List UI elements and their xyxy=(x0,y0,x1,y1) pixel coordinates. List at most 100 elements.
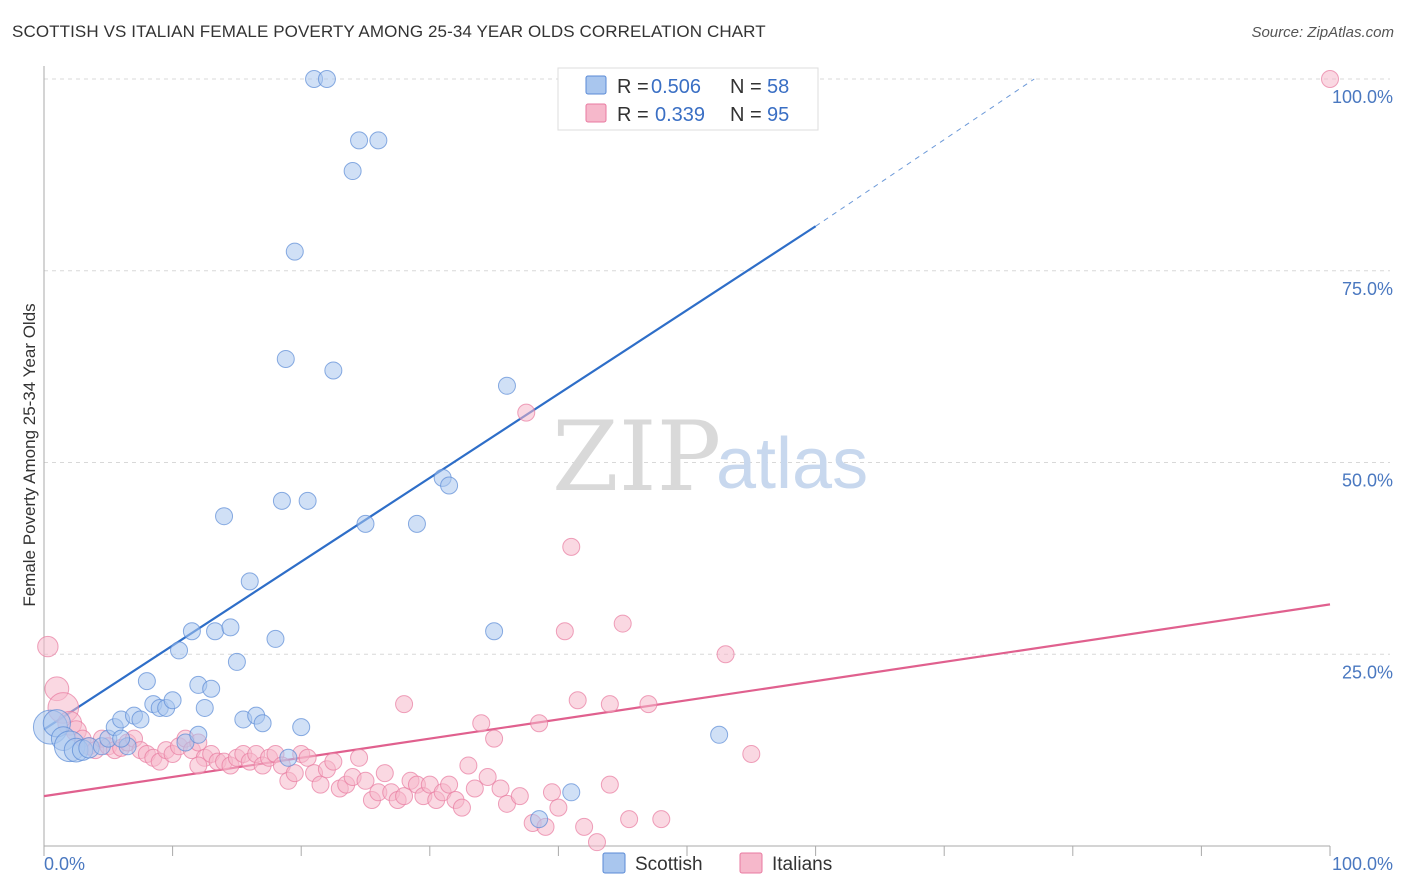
legend-r-label-italians: R = xyxy=(617,104,649,126)
point-scottish-38 xyxy=(298,491,317,510)
point-scottish-37 xyxy=(292,718,311,737)
legend-n-label-scottish: N = xyxy=(730,76,762,98)
point-italians-79 xyxy=(562,537,581,556)
point-italians-93 xyxy=(395,695,414,714)
chart-title: SCOTTISH VS ITALIAN FEMALE POVERTY AMONG… xyxy=(12,22,766,41)
point-scottish-18 xyxy=(163,691,182,710)
grid-lines xyxy=(44,78,1390,655)
point-scottish-57 xyxy=(112,729,131,748)
point-scottish-50 xyxy=(497,376,516,395)
point-italians-38 xyxy=(285,764,304,783)
point-scottish-25 xyxy=(206,622,225,641)
point-italians-75 xyxy=(530,714,549,733)
point-scottish-28 xyxy=(227,652,246,671)
point-italians-81 xyxy=(568,691,587,710)
point-scottish-30 xyxy=(240,572,259,591)
point-scottish-45 xyxy=(369,131,388,150)
point-italians-48 xyxy=(350,748,369,767)
y-tick-label-100: 100.0% xyxy=(1332,87,1393,107)
point-italians-94 xyxy=(600,695,619,714)
y-tick-label-25: 25.0% xyxy=(1342,662,1393,682)
point-italians-91 xyxy=(1321,70,1339,88)
legend-n-value-italians: 95 xyxy=(767,104,789,126)
point-scottish-26 xyxy=(215,507,234,526)
y-tick-labels: 25.0% 50.0% 75.0% 100.0% xyxy=(1332,87,1393,682)
point-italians-78 xyxy=(549,798,568,817)
point-scottish-55 xyxy=(276,349,295,368)
point-italians-70 xyxy=(491,779,510,798)
point-scottish-48 xyxy=(440,476,459,495)
point-italians-82 xyxy=(575,817,594,836)
legend-r-value-scottish: 0.506 xyxy=(651,76,701,98)
point-italians-89 xyxy=(716,645,735,664)
bottom-legend: Scottish Italians xyxy=(602,852,832,875)
point-italians-0 xyxy=(37,635,59,658)
legend-n-value-scottish: 58 xyxy=(767,76,789,98)
point-italians-88 xyxy=(652,810,671,829)
x-tick-label-max: 100.0% xyxy=(1332,854,1393,874)
point-scottish-41 xyxy=(324,361,343,380)
point-italians-52 xyxy=(375,764,394,783)
point-scottish-21 xyxy=(182,622,201,641)
point-scottish-52 xyxy=(562,783,581,802)
trend-line-scottish-extension xyxy=(815,78,1035,227)
legend-swatch-scottish xyxy=(585,75,607,95)
point-italians-55 xyxy=(395,787,414,806)
point-italians-69 xyxy=(485,729,504,748)
x-tick-labels: 0.0% 100.0% xyxy=(44,854,1393,874)
y-tick-label-50: 50.0% xyxy=(1342,471,1393,491)
point-italians-86 xyxy=(620,810,639,829)
watermark: ZIP atlas xyxy=(552,401,868,513)
point-scottish-33 xyxy=(266,629,285,648)
legend-swatch-italians xyxy=(585,103,607,123)
watermark-atlas: atlas xyxy=(716,424,868,504)
bottom-legend-swatch-scottish xyxy=(602,852,626,874)
watermark-zip: ZIP xyxy=(552,401,721,513)
point-scottish-35 xyxy=(279,748,298,767)
point-italians-83 xyxy=(587,833,606,852)
bottom-legend-label-scottish: Scottish xyxy=(635,854,703,875)
point-scottish-27 xyxy=(221,618,240,637)
point-italians-77 xyxy=(542,783,561,802)
point-italians-42 xyxy=(311,775,330,794)
point-italians-64 xyxy=(452,798,471,817)
series-scottish xyxy=(32,70,729,829)
point-italians-40 xyxy=(298,748,317,767)
point-scottish-54 xyxy=(710,725,729,744)
point-scottish-14 xyxy=(137,672,156,691)
point-scottish-56 xyxy=(189,725,208,744)
point-italians-90 xyxy=(742,744,761,763)
point-italians-66 xyxy=(465,779,484,798)
point-scottish-44 xyxy=(356,514,375,533)
point-scottish-23 xyxy=(195,698,214,717)
point-italians-49 xyxy=(356,771,375,790)
legend: R = 0.506 N = 58 R = 0.339 N = 95 xyxy=(557,67,819,131)
bottom-legend-label-italians-text: Italians xyxy=(772,854,832,875)
point-scottish-43 xyxy=(350,131,369,150)
bottom-legend-swatch-italians xyxy=(739,852,763,874)
point-scottish-19 xyxy=(170,641,189,660)
series-italians xyxy=(37,70,1339,852)
point-scottish-32 xyxy=(253,714,272,733)
point-italians-44 xyxy=(324,752,343,771)
point-scottish-40 xyxy=(317,70,336,88)
point-italians-85 xyxy=(613,614,632,633)
point-scottish-42 xyxy=(343,162,362,181)
point-italians-65 xyxy=(459,756,478,775)
point-italians-72 xyxy=(510,787,529,806)
point-scottish-34 xyxy=(272,491,291,510)
point-scottish-46 xyxy=(407,514,426,533)
legend-r-label-scottish: R = xyxy=(617,76,649,98)
x-tick-label-min: 0.0% xyxy=(44,854,85,874)
point-italians-67 xyxy=(472,714,491,733)
point-italians-73 xyxy=(517,403,536,422)
point-scottish-49 xyxy=(485,622,504,641)
point-scottish-51 xyxy=(530,810,549,829)
point-scottish-13 xyxy=(131,710,150,729)
source-credit: Source: ZipAtlas.com xyxy=(1251,24,1394,41)
y-axis-title: Female Poverty Among 25-34 Year Olds xyxy=(20,303,39,606)
y-tick-label-75: 75.0% xyxy=(1342,279,1393,299)
point-scottish-36 xyxy=(285,242,304,261)
point-italians-84 xyxy=(600,775,619,794)
